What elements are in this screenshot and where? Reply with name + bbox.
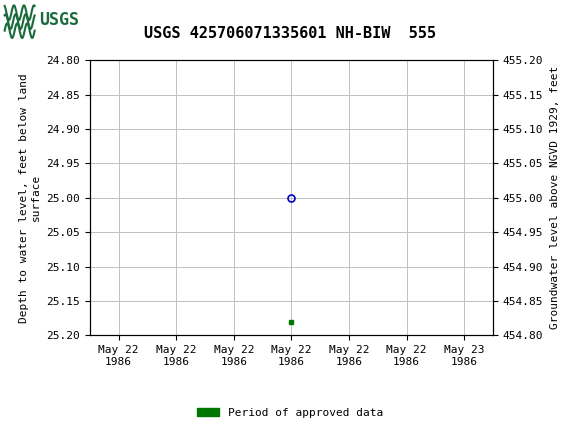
Text: USGS: USGS: [39, 12, 79, 29]
Y-axis label: Depth to water level, feet below land
surface: Depth to water level, feet below land su…: [19, 73, 41, 322]
Y-axis label: Groundwater level above NGVD 1929, feet: Groundwater level above NGVD 1929, feet: [550, 66, 560, 329]
Bar: [5, 2, 71, 39]
Legend: Period of approved data: Period of approved data: [193, 403, 387, 422]
Text: USGS 425706071335601 NH-BIW  555: USGS 425706071335601 NH-BIW 555: [144, 26, 436, 41]
